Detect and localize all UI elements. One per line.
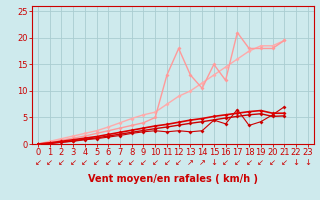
Text: ↓: ↓ (292, 158, 300, 167)
Text: ↓: ↓ (304, 158, 311, 167)
Text: ↙: ↙ (152, 158, 159, 167)
Text: ↙: ↙ (140, 158, 147, 167)
Text: ↙: ↙ (257, 158, 264, 167)
Text: ↙: ↙ (128, 158, 135, 167)
Text: ↙: ↙ (281, 158, 288, 167)
Text: ↗: ↗ (199, 158, 206, 167)
X-axis label: Vent moyen/en rafales ( km/h ): Vent moyen/en rafales ( km/h ) (88, 174, 258, 184)
Text: ↙: ↙ (222, 158, 229, 167)
Text: ↙: ↙ (93, 158, 100, 167)
Text: ↙: ↙ (105, 158, 112, 167)
Text: ↓: ↓ (210, 158, 217, 167)
Text: ↗: ↗ (187, 158, 194, 167)
Text: ↙: ↙ (58, 158, 65, 167)
Text: ↙: ↙ (116, 158, 124, 167)
Text: ↙: ↙ (46, 158, 53, 167)
Text: ↙: ↙ (164, 158, 171, 167)
Text: ↙: ↙ (269, 158, 276, 167)
Text: ↙: ↙ (69, 158, 76, 167)
Text: ↙: ↙ (245, 158, 252, 167)
Text: ↙: ↙ (81, 158, 88, 167)
Text: ↙: ↙ (175, 158, 182, 167)
Text: ↙: ↙ (234, 158, 241, 167)
Text: ↙: ↙ (34, 158, 41, 167)
